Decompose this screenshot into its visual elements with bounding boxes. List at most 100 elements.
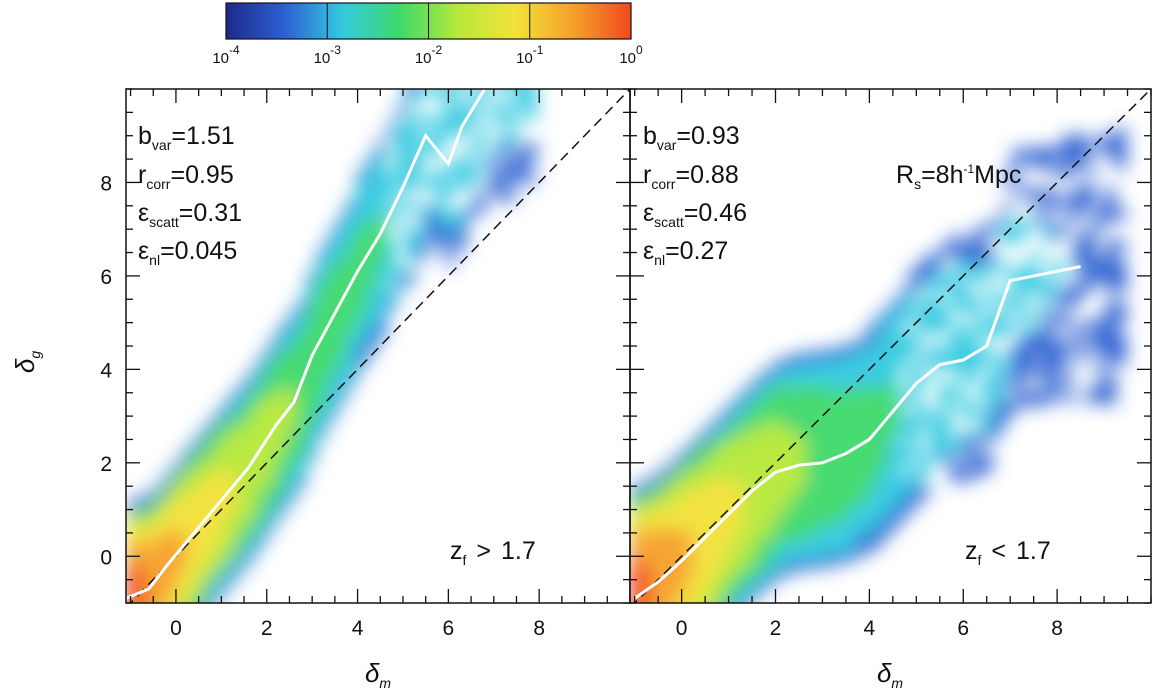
density-cell — [640, 636, 651, 647]
density-cell — [175, 529, 187, 541]
density-cell — [295, 382, 307, 394]
density-cell — [857, 523, 869, 535]
density-cell — [908, 444, 921, 456]
density-cell — [836, 531, 848, 543]
density-cell — [325, 244, 337, 257]
density-cell — [155, 544, 167, 556]
density-cell — [1001, 223, 1014, 235]
density-cell — [702, 633, 713, 644]
density-cell — [764, 522, 776, 535]
density-cell — [826, 349, 838, 361]
density-cell — [215, 584, 227, 596]
density-cell — [1115, 353, 1127, 365]
density-cell — [671, 550, 683, 562]
density-cell — [753, 541, 766, 553]
density-cell — [764, 491, 776, 504]
density-cell — [795, 353, 807, 366]
density-cell — [857, 410, 869, 422]
density-cell — [970, 229, 983, 242]
density-cell — [305, 315, 317, 328]
density-cell — [691, 520, 704, 532]
density-cell — [753, 551, 766, 563]
density-cell — [681, 479, 693, 491]
density-cell — [305, 387, 317, 399]
colorbar-tick-labels: 10-4 10-3 10-2 10-1 100 — [212, 43, 643, 67]
density-cell — [315, 416, 327, 428]
density-cell — [960, 243, 972, 256]
density-cell — [898, 301, 910, 313]
density-cell — [175, 457, 187, 469]
density-cell — [225, 531, 237, 543]
density-cell — [650, 495, 662, 507]
density-cell — [465, 206, 477, 219]
density-cell — [950, 357, 962, 370]
density-cell — [245, 383, 257, 396]
density-cell — [640, 646, 651, 657]
density-cell — [960, 357, 972, 369]
density-cell — [1063, 165, 1076, 177]
density-cell — [702, 602, 714, 603]
density-cell — [929, 262, 941, 275]
density-cell — [355, 203, 367, 215]
density-cell — [355, 316, 367, 328]
density-cell — [345, 354, 357, 366]
density-cell — [805, 372, 817, 384]
density-cell — [919, 352, 931, 364]
density-cell — [185, 538, 197, 550]
density-cell — [215, 563, 227, 576]
density-cell — [345, 323, 357, 335]
density-cell — [255, 482, 267, 494]
density-cell — [175, 580, 187, 593]
density-cell — [295, 351, 307, 363]
density-cell — [960, 429, 972, 441]
density-cell — [155, 595, 167, 603]
density-cell — [205, 534, 217, 546]
density-cell — [1074, 288, 1086, 300]
density-cell — [135, 497, 147, 509]
density-cell — [681, 561, 693, 573]
density-cell — [285, 356, 297, 368]
density-cell — [939, 276, 952, 288]
density-cell — [235, 437, 247, 449]
density-cell — [315, 426, 327, 439]
density-cell — [815, 350, 828, 363]
density-cell — [846, 394, 859, 406]
density-cell — [640, 481, 652, 494]
density-cell — [1084, 339, 1096, 351]
density-cell — [1105, 393, 1117, 405]
density-cell — [743, 551, 755, 563]
density-cell — [691, 448, 704, 460]
density-cell — [415, 248, 427, 261]
density-cell — [733, 571, 745, 584]
density-cell — [355, 275, 367, 287]
density-cell — [774, 473, 786, 485]
left-redshift-annotation: zf >1.7 — [450, 537, 536, 568]
density-cell — [435, 220, 447, 232]
density-cell — [908, 485, 921, 497]
density-cell — [815, 443, 828, 455]
density-cell — [225, 479, 237, 492]
density-cell — [355, 347, 367, 359]
y-tick-label: 4 — [100, 359, 112, 382]
density-cell — [630, 578, 642, 590]
density-cell — [981, 461, 993, 473]
density-cell — [1001, 264, 1014, 276]
density-cell — [991, 415, 1003, 427]
density-cell — [826, 534, 838, 546]
density-cell — [981, 348, 993, 360]
density-cell — [1074, 195, 1086, 207]
density-cell — [215, 522, 227, 535]
density-cell — [1012, 231, 1024, 243]
density-cell — [455, 228, 467, 241]
density-cell — [375, 193, 387, 205]
density-cell — [877, 518, 890, 531]
right-panel: 0 2 4 6 8 bvar=0.93 rcorr=0.88 εscatt=0.46 ε… — [629, 88, 1152, 657]
density-cell — [784, 552, 797, 564]
density-cell — [970, 353, 983, 365]
density-cell — [1063, 371, 1076, 383]
colorbar-tick-label: 100 — [619, 43, 643, 67]
density-cell — [415, 207, 427, 219]
density-cell — [888, 363, 900, 376]
density-cell — [929, 252, 941, 264]
density-cell — [265, 446, 277, 458]
